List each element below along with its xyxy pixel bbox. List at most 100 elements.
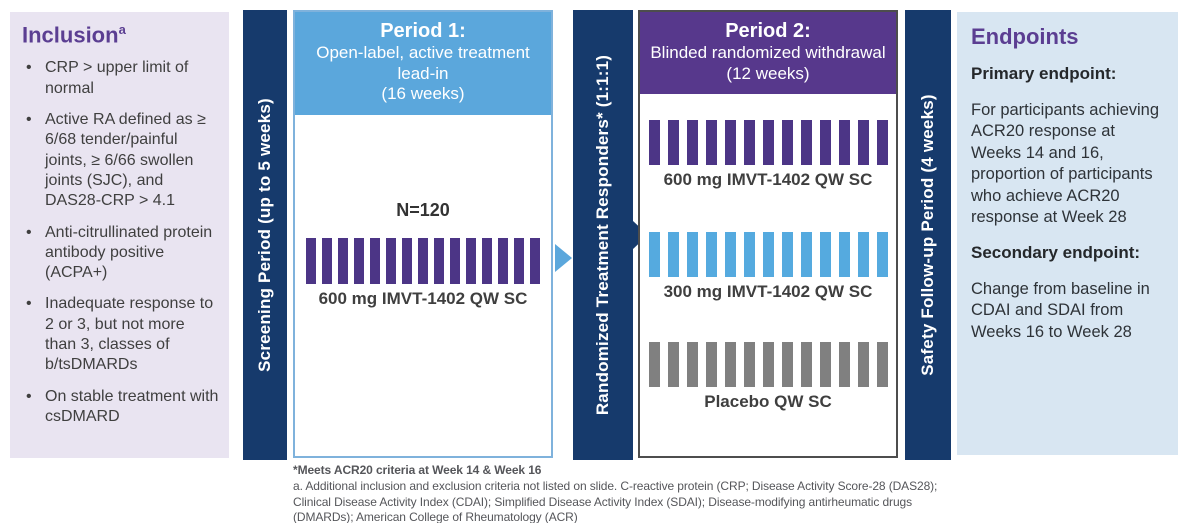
period2-arm-300mg: 300 mg IMVT-1402 QW SC [640,232,896,302]
primary-endpoint-text: For participants achieving ACR20 respons… [971,101,1160,227]
dose-bar [781,232,793,278]
dose-bar [370,238,380,285]
dose-bar [838,120,850,166]
footnote-abbreviations: a. Additional inclusion and exclusion cr… [293,478,938,523]
dose-bar [648,120,660,166]
dose-bar [800,120,812,166]
inclusion-title-superscript: a [118,22,126,37]
period2-arm-placebo-barcode [640,342,896,388]
safety-followup-bar: Safety Follow-up Period (4 weeks) [905,10,951,460]
primary-endpoint-heading: Primary endpoint: [971,64,1117,83]
inclusion-criterion: On stable treatment with csDMARD [22,387,219,428]
dose-bar [667,232,679,278]
period1-body: N=120 600 mg IMVT-1402 QW SC [295,200,551,309]
period1-dose-barcode [295,238,551,285]
secondary-endpoint-heading: Secondary endpoint: [971,242,1141,262]
dose-bar [514,238,524,285]
period1-n-label: N=120 [396,200,450,221]
endpoints-panel: Endpoints Primary endpoint: For particip… [957,12,1178,455]
dose-bar [402,238,412,285]
dose-bar [762,120,774,166]
dose-bar [819,120,831,166]
dose-bar [322,238,332,285]
randomization-bar: Randomized Treatment Responders* (1:1:1) [573,10,633,460]
dose-bar [648,232,660,278]
dose-bar [667,342,679,388]
footnotes: *Meets ACR20 criteria at Week 14 & Week … [293,463,943,523]
inclusion-criterion: Active RA defined as ≥ 6/68 tender/painf… [22,110,219,212]
dose-bar [743,232,755,278]
dose-bar [648,342,660,388]
dose-bar [667,120,679,166]
inclusion-criterion: CRP > upper limit of normal [22,58,219,99]
period2-subtitle: Blinded randomized withdrawal [650,43,886,62]
dose-bar [686,232,698,278]
period2-body: 600 mg IMVT-1402 QW SC 300 mg IMVT-1402 … [640,120,896,412]
period1-duration: (16 weeks) [381,84,465,104]
inclusion-criterion: Anti-citrullinated protein antibody posi… [22,223,219,284]
period1-box: Period 1: Open-label, active treatment l… [293,10,553,458]
dose-bar [466,238,476,285]
period2-arm-600mg-barcode [640,120,896,166]
dose-bar [450,238,460,285]
period2-title: Period 2: [725,20,811,42]
inclusion-criteria-list: CRP > upper limit of normal Active RA def… [22,58,219,427]
period2-arm-600mg: 600 mg IMVT-1402 QW SC [640,120,896,190]
dose-bar [418,238,428,285]
period2-box: Period 2: Blinded randomized withdrawal … [638,10,898,458]
inclusion-title: Inclusiona [22,22,219,48]
period1-header: Period 1: Open-label, active treatment l… [295,12,551,116]
safety-followup-label: Safety Follow-up Period (4 weeks) [918,94,937,376]
dose-bar [482,238,492,285]
endpoints-title: Endpoints [971,24,1079,49]
dose-bar [876,120,888,166]
dose-bar [498,238,508,285]
dose-bar [819,232,831,278]
dose-bar [762,232,774,278]
period2-header: Period 2: Blinded randomized withdrawal … [640,12,896,95]
footnote-asterisk: *Meets ACR20 criteria at Week 14 & Week … [293,463,542,477]
dose-bar [724,120,736,166]
dose-bar [686,342,698,388]
dose-bar [743,342,755,388]
dose-bar [724,342,736,388]
dose-bar [724,232,736,278]
dose-bar [876,342,888,388]
period2-arm-300mg-label: 300 mg IMVT-1402 QW SC [663,282,873,302]
inclusion-panel: Inclusiona CRP > upper limit of normal Ac… [10,12,229,458]
dose-bar [838,342,850,388]
dose-bar [338,238,348,285]
dose-bar [705,120,717,166]
period1-title: Period 1: [380,20,466,42]
inclusion-criterion: Inadequate response to 2 or 3, but not m… [22,294,219,375]
dose-bar [781,342,793,388]
dose-bar [705,232,717,278]
period2-arm-placebo: Placebo QW SC [640,342,896,412]
dose-bar [800,342,812,388]
inclusion-title-text: Inclusion [22,22,119,48]
period2-arm-300mg-barcode [640,232,896,278]
randomization-label: Randomized Treatment Responders* (1:1:1) [593,54,613,416]
period1-subtitle: Open-label, active treatment lead-in [316,43,530,83]
screening-period-bar: Screening Period (up to 5 weeks) [243,10,287,460]
dose-bar [434,238,444,285]
dose-bar [819,342,831,388]
dose-bar [530,238,540,285]
period2-duration: (12 weeks) [726,63,810,83]
dose-bar [306,238,316,285]
dose-bar [743,120,755,166]
dose-bar [781,120,793,166]
dose-bar [800,232,812,278]
period2-arm-placebo-label: Placebo QW SC [704,392,832,412]
dose-bar [857,342,869,388]
dose-bar [354,238,364,285]
dose-bar [762,342,774,388]
dose-bar [386,238,396,285]
dose-bar [857,232,869,278]
dose-bar [705,342,717,388]
period2-arm-600mg-label: 600 mg IMVT-1402 QW SC [663,170,873,190]
dose-bar [686,120,698,166]
dose-bar [857,120,869,166]
screening-period-label: Screening Period (up to 5 weeks) [255,98,274,372]
